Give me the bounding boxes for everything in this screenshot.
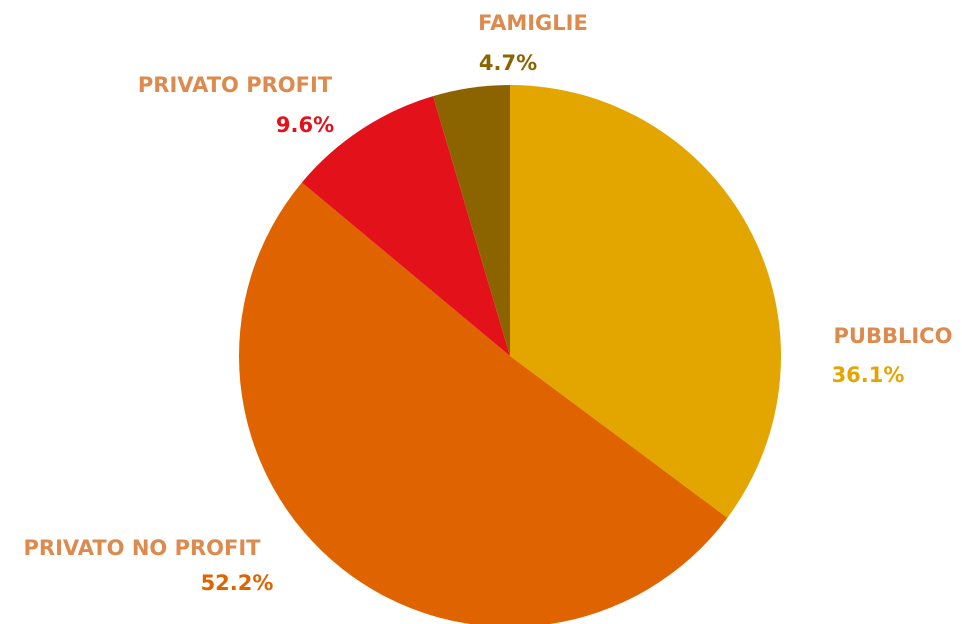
slice-value: 9.6% — [276, 113, 334, 137]
slice-value: 4.7% — [479, 51, 537, 75]
slice-name: PRIVATO PROFIT — [138, 73, 333, 97]
pie-slice — [301, 96, 510, 356]
slice-name: PUBBLICO — [834, 324, 953, 348]
slice-value: 52.2% — [201, 571, 274, 595]
slice-name: PRIVATO NO PROFIT — [24, 536, 262, 560]
pie-slice — [433, 85, 510, 356]
pie-slice — [238, 182, 728, 624]
slice-value: 36.1% — [832, 363, 905, 387]
pie-slice — [510, 85, 782, 518]
slice-name: FAMIGLIE — [478, 11, 588, 35]
